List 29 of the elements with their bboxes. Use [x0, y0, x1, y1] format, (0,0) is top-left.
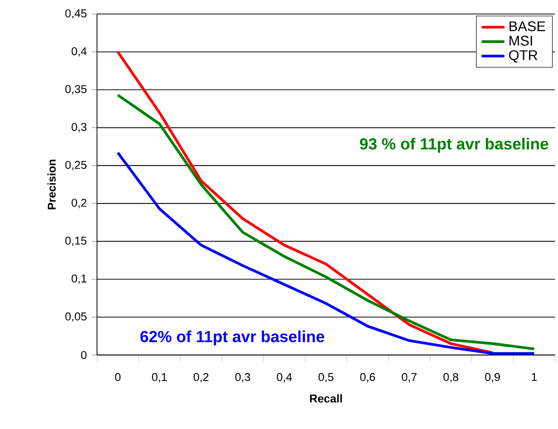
- line-series: [116, 151, 536, 355]
- x-tick-label: 1: [532, 373, 537, 381]
- y-tick-label: 0,15: [65, 236, 86, 246]
- y-tick-label: 0,4: [72, 47, 87, 57]
- annotation: 62% of 11pt avr baseline: [140, 330, 324, 346]
- y-axis-title: Precision: [47, 160, 56, 210]
- x-tick-label: 0,5: [318, 373, 334, 382]
- y-tick-label: 0,1: [72, 274, 86, 284]
- x-tick-label: 0,4: [276, 373, 292, 382]
- annotation: 93 % of 11pt avr baseline: [360, 138, 548, 153]
- y-tick-label: 0,3: [72, 122, 86, 132]
- y-tick-label: 0,2: [72, 198, 86, 208]
- y-tick-label: 0,05: [65, 312, 86, 322]
- x-tick-label: 0,9: [485, 373, 500, 382]
- x-tick-label: 0,3: [235, 373, 250, 382]
- y-tick-label: 0: [81, 350, 87, 359]
- x-tick-label: 0,1: [152, 373, 167, 382]
- y-tick-label: 0,25: [65, 160, 86, 170]
- x-tick-label: 0,8: [443, 373, 458, 382]
- x-axis-title: Recall: [310, 394, 342, 403]
- legend-label: QTR: [509, 50, 538, 63]
- y-tick-label: 0,35: [65, 85, 86, 94]
- x-tick-label: 0,6: [360, 373, 376, 382]
- legend-label: MSI: [510, 36, 532, 46]
- x-tick-label: 0,7: [402, 373, 417, 382]
- x-tick-label: 0: [115, 373, 121, 382]
- legend-label: BASE: [510, 21, 546, 32]
- x-tick-label: 0,2: [194, 373, 208, 382]
- y-tick-label: 0,45: [65, 9, 86, 19]
